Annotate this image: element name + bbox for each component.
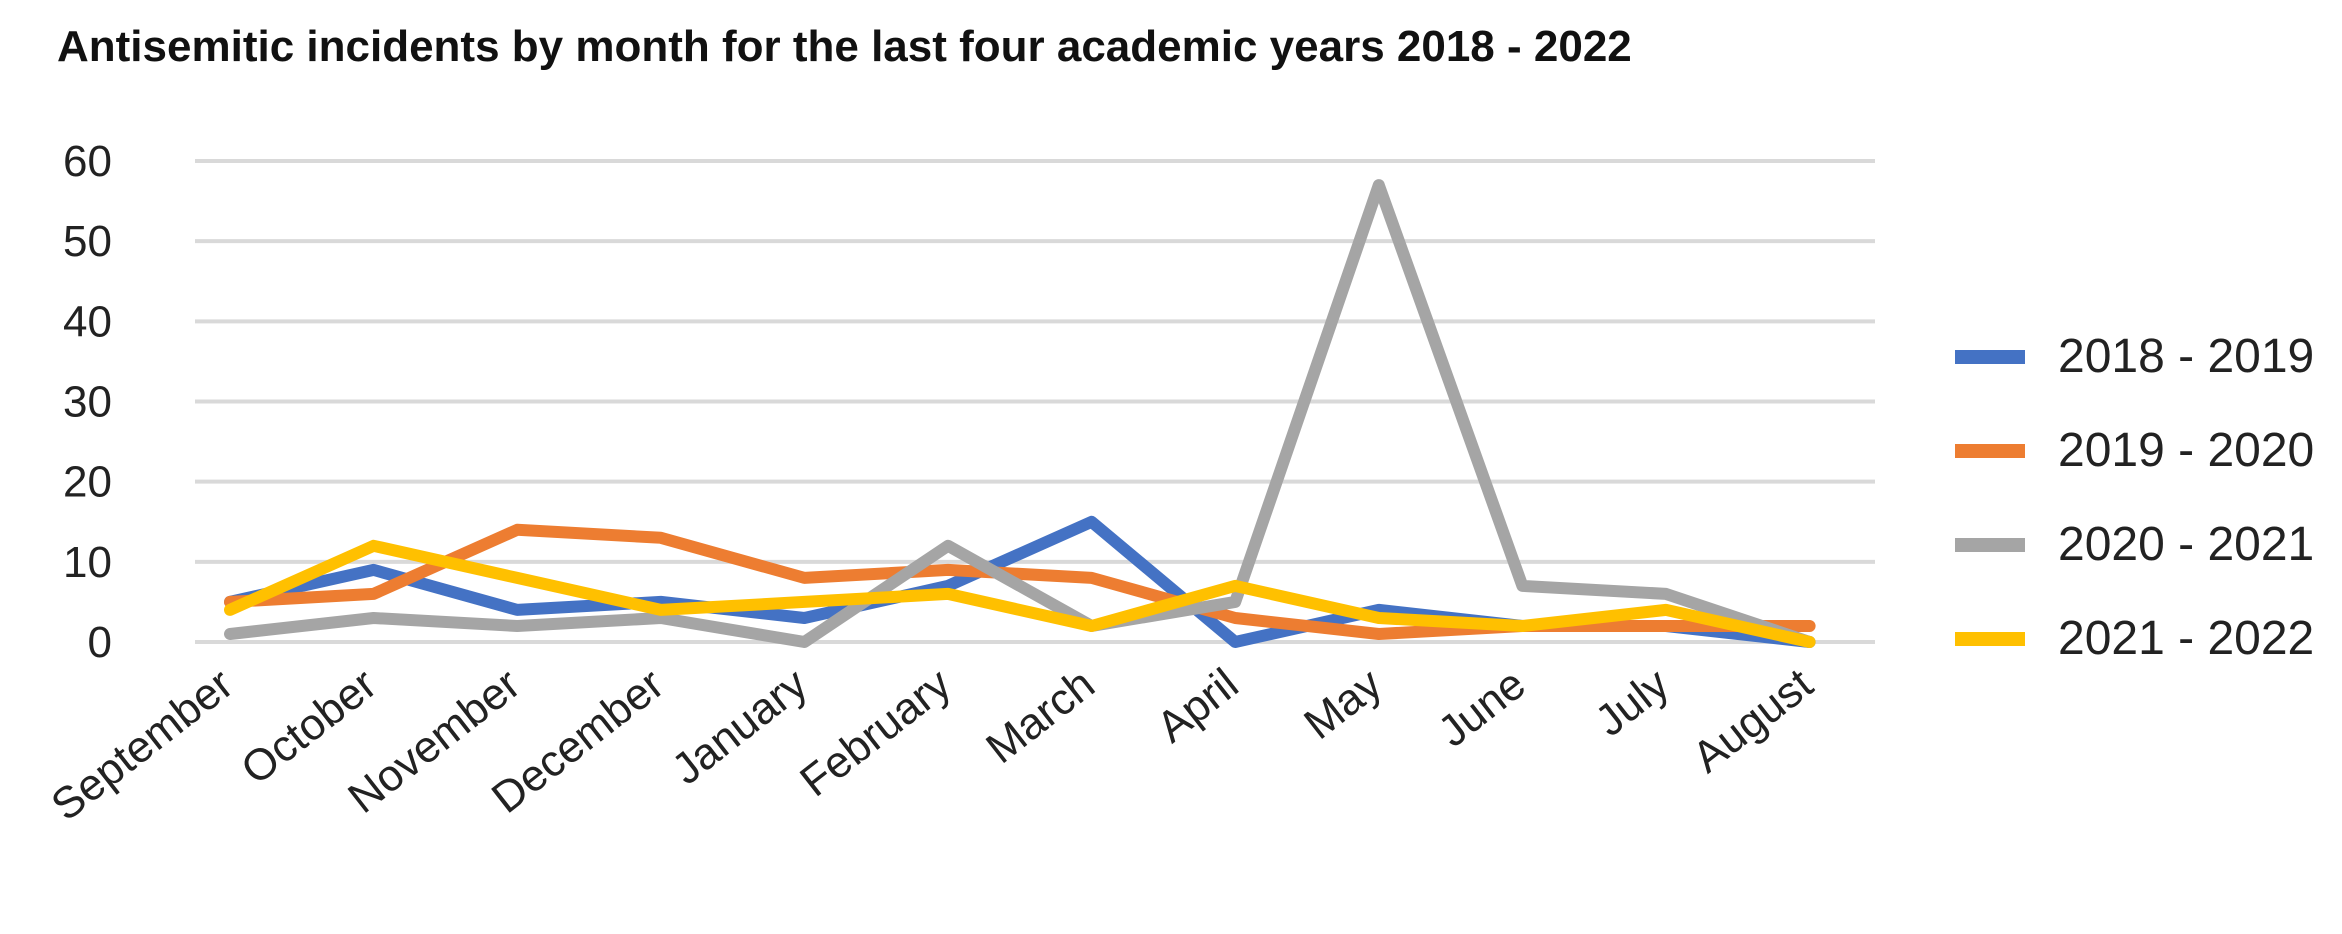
x-tick-label: May [1295, 659, 1391, 749]
x-tick-label: August [1684, 659, 1822, 782]
legend-label: 2019 - 2020 [2058, 424, 2314, 477]
x-tick-label: April [1148, 659, 1248, 752]
series-lines [224, 179, 1816, 648]
y-axis-tick-labels: 0 10 20 30 40 50 60 [63, 137, 112, 667]
legend-label: 2018 - 2019 [2058, 330, 2314, 383]
legend-label: 2021 - 2022 [2058, 612, 2314, 665]
x-tick-label: June [1429, 659, 1534, 756]
x-tick-label: September [42, 659, 242, 830]
x-tick-label: July [1586, 659, 1678, 746]
x-tick-label: March [977, 659, 1104, 773]
gridlines [195, 159, 1875, 644]
x-axis-tick-labels: SeptemberOctoberNovemberDecemberJanuaryF… [42, 659, 1821, 830]
legend-swatch [1955, 632, 2025, 646]
legend-label: 2020 - 2021 [2058, 518, 2314, 571]
chart-title: Antisemitic incidents by month for the l… [57, 22, 1632, 71]
y-tick-label: 20 [63, 458, 112, 507]
y-tick-label: 40 [63, 297, 112, 346]
series-line-2 [224, 179, 1816, 648]
y-tick-label: 0 [88, 618, 112, 667]
x-tick-label: January [663, 659, 817, 794]
y-tick-label: 50 [63, 217, 112, 266]
legend-swatch [1955, 350, 2025, 364]
legend: 2018 - 2019 2019 - 2020 2020 - 2021 2021 - … [1955, 330, 2314, 665]
y-tick-label: 60 [63, 137, 112, 186]
series-line-3 [224, 539, 1816, 648]
y-tick-label: 30 [63, 378, 112, 427]
legend-swatch [1955, 538, 2025, 552]
x-tick-label: February [791, 659, 960, 806]
y-tick-label: 10 [63, 538, 112, 587]
legend-swatch [1955, 444, 2025, 458]
